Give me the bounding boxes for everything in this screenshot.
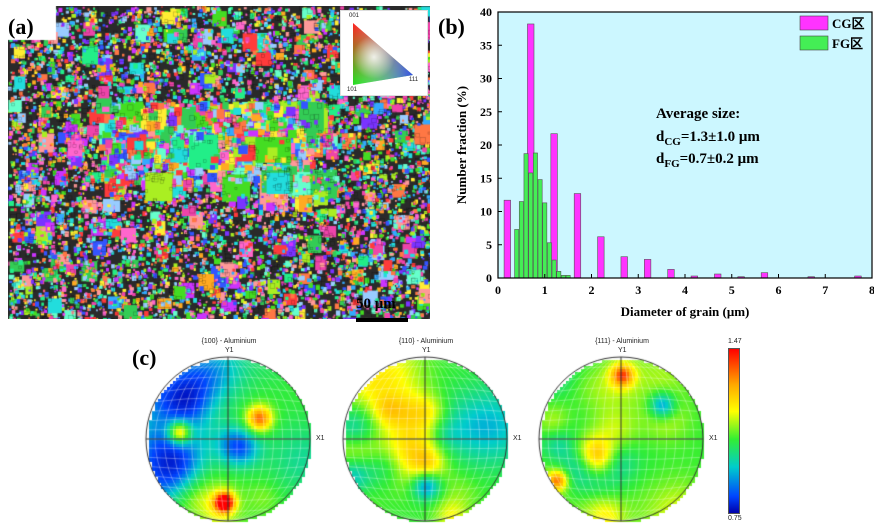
- cg-bar: [503, 199, 511, 279]
- cg-bar: [573, 193, 582, 279]
- pole-figure-111-title: {111} - Aluminium: [595, 338, 649, 345]
- panel-b-label: (b): [438, 14, 465, 39]
- annotation-d-cg: d: [656, 129, 665, 145]
- fg-bar: [547, 242, 552, 279]
- legend-swatch: [799, 35, 829, 51]
- x-tick-label: 1: [542, 283, 548, 297]
- y-tick-label: 20: [480, 138, 492, 152]
- pole-figure-110-title: {110} - Aluminium: [398, 338, 454, 345]
- y-tick-label: 25: [480, 105, 492, 119]
- cg-bar: [760, 272, 769, 279]
- pole-figure-110-x-axis: X1: [513, 435, 522, 442]
- x-tick-label: 4: [682, 283, 688, 297]
- average-size-annotation: Average size: dCG=1.3±1.0 μm dFG=0.7±0.2…: [656, 106, 760, 170]
- legend-swatch: [799, 15, 829, 31]
- x-tick-label: 3: [635, 283, 641, 297]
- annotation-sub-cg: CG: [664, 136, 681, 148]
- legend-label: FG区: [832, 36, 863, 51]
- pole-figure-111: [537, 355, 705, 523]
- grain-size-histogram: 0 1 2 3 4 5 6 7 8 0 5 10 15 20 25 30 35 40 Diameter of gr…: [454, 5, 874, 319]
- fg-bar: [514, 229, 520, 279]
- legend-label: CG区: [832, 16, 865, 31]
- pole-figure-100-x-axis: X1: [316, 435, 325, 442]
- ipf-label-001: 001: [349, 13, 360, 19]
- cg-bar: [667, 269, 675, 279]
- pole-figure-111-x-axis: X1: [709, 435, 718, 442]
- annotation-line-1: Average size:: [656, 106, 740, 122]
- colorbar-min-label: 0.75: [728, 515, 742, 522]
- y-tick-label: 0: [486, 271, 492, 285]
- x-tick-label: 6: [776, 283, 782, 297]
- fg-bar: [542, 202, 548, 279]
- y-tick-label: 30: [480, 72, 492, 86]
- x-axis-label: Diameter of grain (μm): [621, 304, 750, 319]
- annotation-value-fg: =0.7±0.2 μm: [680, 151, 760, 167]
- annotation-value-cg: =1.3±1.0 μm: [681, 129, 761, 145]
- pole-figure-100: [144, 355, 312, 523]
- intensity-colorbar: [728, 348, 740, 514]
- x-tick-label: 7: [822, 283, 828, 297]
- ipf-triangle: [353, 23, 413, 85]
- x-tick-label: 5: [729, 283, 735, 297]
- cg-bar: [597, 236, 605, 279]
- ipf-label-111: 111: [409, 77, 419, 83]
- chart-legend: CG区 FG区: [799, 15, 865, 51]
- fg-bar: [532, 152, 538, 279]
- pole-figure-110-y-axis: Y1: [422, 347, 431, 354]
- fg-bar: [528, 172, 534, 279]
- pole-figure-100-y-axis: Y1: [225, 347, 234, 354]
- colorbar-max-label: 1.47: [728, 338, 742, 345]
- ipf-color-key: 001 101 111: [340, 10, 428, 96]
- cg-bar: [620, 256, 628, 279]
- annotation-d-fg: d: [656, 151, 665, 167]
- fg-bar: [556, 271, 562, 279]
- annotation-sub-fg: FG: [664, 158, 680, 170]
- fg-bar: [523, 153, 529, 279]
- y-tick-label: 40: [480, 5, 492, 19]
- y-tick-label: 35: [480, 38, 492, 52]
- fg-bar: [551, 259, 557, 279]
- annotation-line-3: dFG=0.7±0.2 μm: [656, 151, 759, 170]
- fg-bar: [518, 201, 524, 279]
- pole-figure-110: [341, 355, 509, 523]
- y-tick-label: 5: [486, 238, 492, 252]
- x-tick-label: 2: [589, 283, 595, 297]
- ipf-label-101: 101: [347, 87, 358, 93]
- x-tick-label: 8: [869, 283, 874, 297]
- cg-bar: [644, 259, 652, 279]
- scale-bar-label: 50 μm: [356, 296, 396, 312]
- fg-bar: [537, 179, 543, 279]
- scale-bar: [356, 318, 408, 322]
- annotation-line-2: dCG=1.3±1.0 μm: [656, 129, 760, 148]
- panel-a-label: (a): [8, 14, 34, 39]
- plot-area: [498, 12, 872, 278]
- y-tick-label: 15: [480, 171, 492, 185]
- y-axis-label: Number fraction (%): [454, 86, 469, 204]
- y-tick-label: 10: [480, 205, 492, 219]
- pole-figure-111-y-axis: Y1: [618, 347, 627, 354]
- x-tick-label: 0: [495, 283, 501, 297]
- pole-figure-100-title: {100} - Aluminium: [201, 338, 257, 345]
